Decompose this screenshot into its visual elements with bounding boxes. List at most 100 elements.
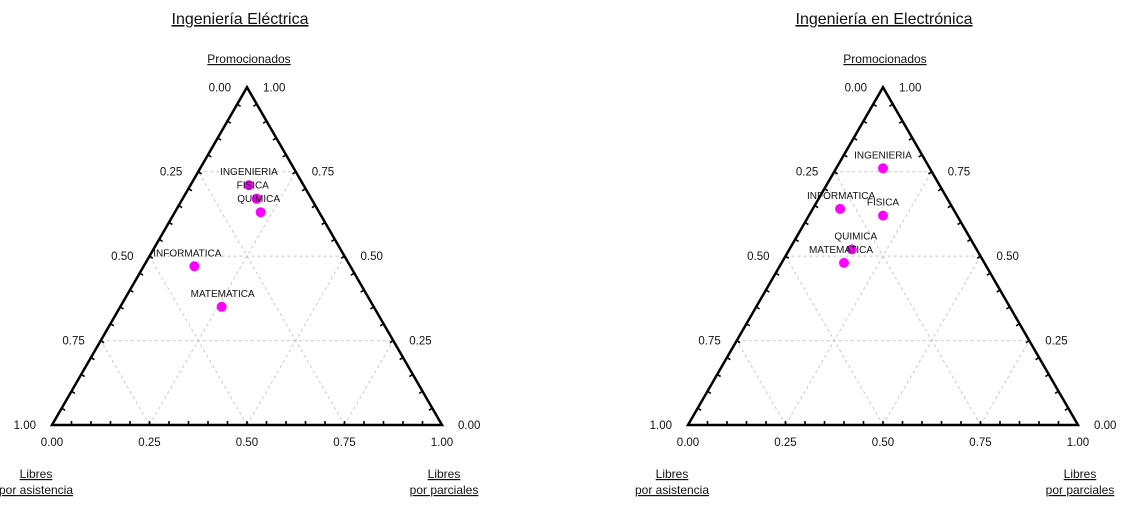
tick-label-bottom: 0.50 [236, 437, 258, 449]
tick-mark [1025, 339, 1030, 344]
grid-line [149, 255, 248, 426]
tick-label-left: 1.00 [14, 420, 36, 432]
tick-mark [389, 339, 394, 344]
data-point-fisica [878, 210, 888, 221]
tick-label-bottom: 0.50 [872, 437, 894, 449]
tick-mark [129, 289, 134, 293]
tick-mark [217, 137, 222, 141]
tick-mark [119, 306, 125, 310]
tick-mark [794, 238, 800, 243]
tick-label-right: 0.00 [458, 420, 480, 432]
tick-mark [282, 154, 287, 158]
data-point-informatica [835, 203, 846, 214]
tick-mark [765, 289, 770, 293]
tick-label-right: 0.25 [1045, 336, 1067, 348]
tick-mark [853, 137, 858, 141]
tick-mark [804, 221, 809, 226]
tick-mark [1015, 323, 1020, 327]
tick-mark [824, 187, 829, 192]
data-point-informatica [189, 261, 200, 272]
tick-mark [908, 137, 913, 141]
axis-label-bottom-left-sub: por asistencia [635, 483, 709, 497]
axis-label-bottom-left: Libres [20, 467, 53, 481]
tick-mark [418, 390, 423, 395]
tick-mark [399, 356, 404, 361]
chart-title: Ingeniería en Electrónica [796, 11, 973, 28]
tick-mark [755, 306, 761, 310]
tick-label-left: 0.00 [845, 82, 867, 94]
tick-mark [90, 356, 95, 361]
tick-mark [843, 154, 848, 158]
data-label-ingenieria: INGENIERIA [854, 150, 912, 161]
data-label-informatica: INFORMATICA [153, 248, 221, 259]
data-label-informatica: INFORMATICA [807, 191, 875, 202]
axis-label-bottom-right-sub: por parciales [1046, 483, 1115, 497]
tick-mark [207, 154, 212, 158]
tick-mark [775, 272, 780, 276]
tick-mark [746, 323, 751, 327]
tick-mark [428, 407, 433, 411]
tick-mark [1005, 306, 1011, 310]
data-point-ingenieria [878, 163, 888, 174]
tick-mark [716, 373, 722, 378]
data-point-ingenieria [243, 180, 254, 191]
tick-mark [986, 272, 991, 276]
tick-mark [311, 204, 316, 209]
grid-line [246, 255, 345, 426]
tick-mark [726, 356, 731, 361]
tick-mark [918, 154, 923, 158]
tick-mark [785, 255, 790, 260]
tick-label-bottom: 1.00 [1067, 437, 1089, 449]
data-label-matematica: MATEMATICA [191, 289, 255, 300]
tick-mark [178, 204, 183, 209]
tick-label-bottom: 0.25 [138, 437, 160, 449]
tick-mark [833, 171, 839, 175]
data-point-fisica [251, 193, 262, 204]
tick-mark [1054, 390, 1059, 395]
axis-label-top: Promocionados [843, 52, 926, 66]
tick-mark [340, 255, 345, 260]
tick-label-left: 0.75 [62, 336, 84, 348]
data-label-quimica: QUIMICA [237, 194, 280, 205]
tick-label-bottom: 0.25 [774, 437, 796, 449]
tick-label-bottom: 0.00 [677, 437, 699, 449]
tick-mark [252, 103, 258, 108]
tick-label-right: 0.50 [997, 251, 1019, 263]
grid-line [882, 255, 981, 426]
tick-label-bottom: 0.75 [969, 437, 991, 449]
tick-label-bottom: 1.00 [431, 437, 453, 449]
data-point-matematica [839, 257, 849, 268]
tick-label-right: 0.75 [948, 167, 970, 179]
data-label-ingenieria: INGENIERIA [220, 167, 278, 178]
tick-label-left: 0.50 [747, 251, 769, 263]
grid-line [100, 340, 150, 426]
axis-label-bottom-left: Libres [656, 467, 689, 481]
tick-label-left: 0.25 [796, 167, 818, 179]
tick-mark [888, 103, 894, 108]
axis-label-top: Promocionados [207, 52, 290, 66]
data-label-quimica: QUIMICA [834, 231, 877, 242]
grid-line [344, 340, 394, 426]
tick-label-left: 0.00 [209, 82, 231, 94]
tick-mark [236, 103, 242, 108]
axis-label-bottom-left-sub: por asistencia [0, 483, 73, 497]
ternary-chart-1: Ingeniería Eléctrica Promocionados 0.00 0.2… [0, 11, 480, 497]
tick-label-left: 0.50 [111, 251, 133, 263]
tick-mark [863, 120, 868, 124]
tick-mark [227, 120, 232, 124]
tick-label-right: 0.50 [361, 251, 383, 263]
tick-mark [976, 255, 981, 260]
tick-mark [188, 187, 193, 192]
tick-mark [736, 339, 741, 344]
grid-line [736, 340, 786, 426]
tick-mark [697, 407, 702, 411]
tick-mark [168, 221, 173, 226]
axis-label-bottom-right: Libres [428, 467, 461, 481]
tick-label-right: 1.00 [263, 82, 285, 94]
tick-label-bottom: 0.00 [41, 437, 63, 449]
tick-mark [379, 323, 384, 327]
tick-label-left: 0.75 [698, 336, 720, 348]
tick-mark [197, 171, 203, 175]
grid-line [785, 255, 884, 426]
tick-mark [814, 204, 819, 209]
